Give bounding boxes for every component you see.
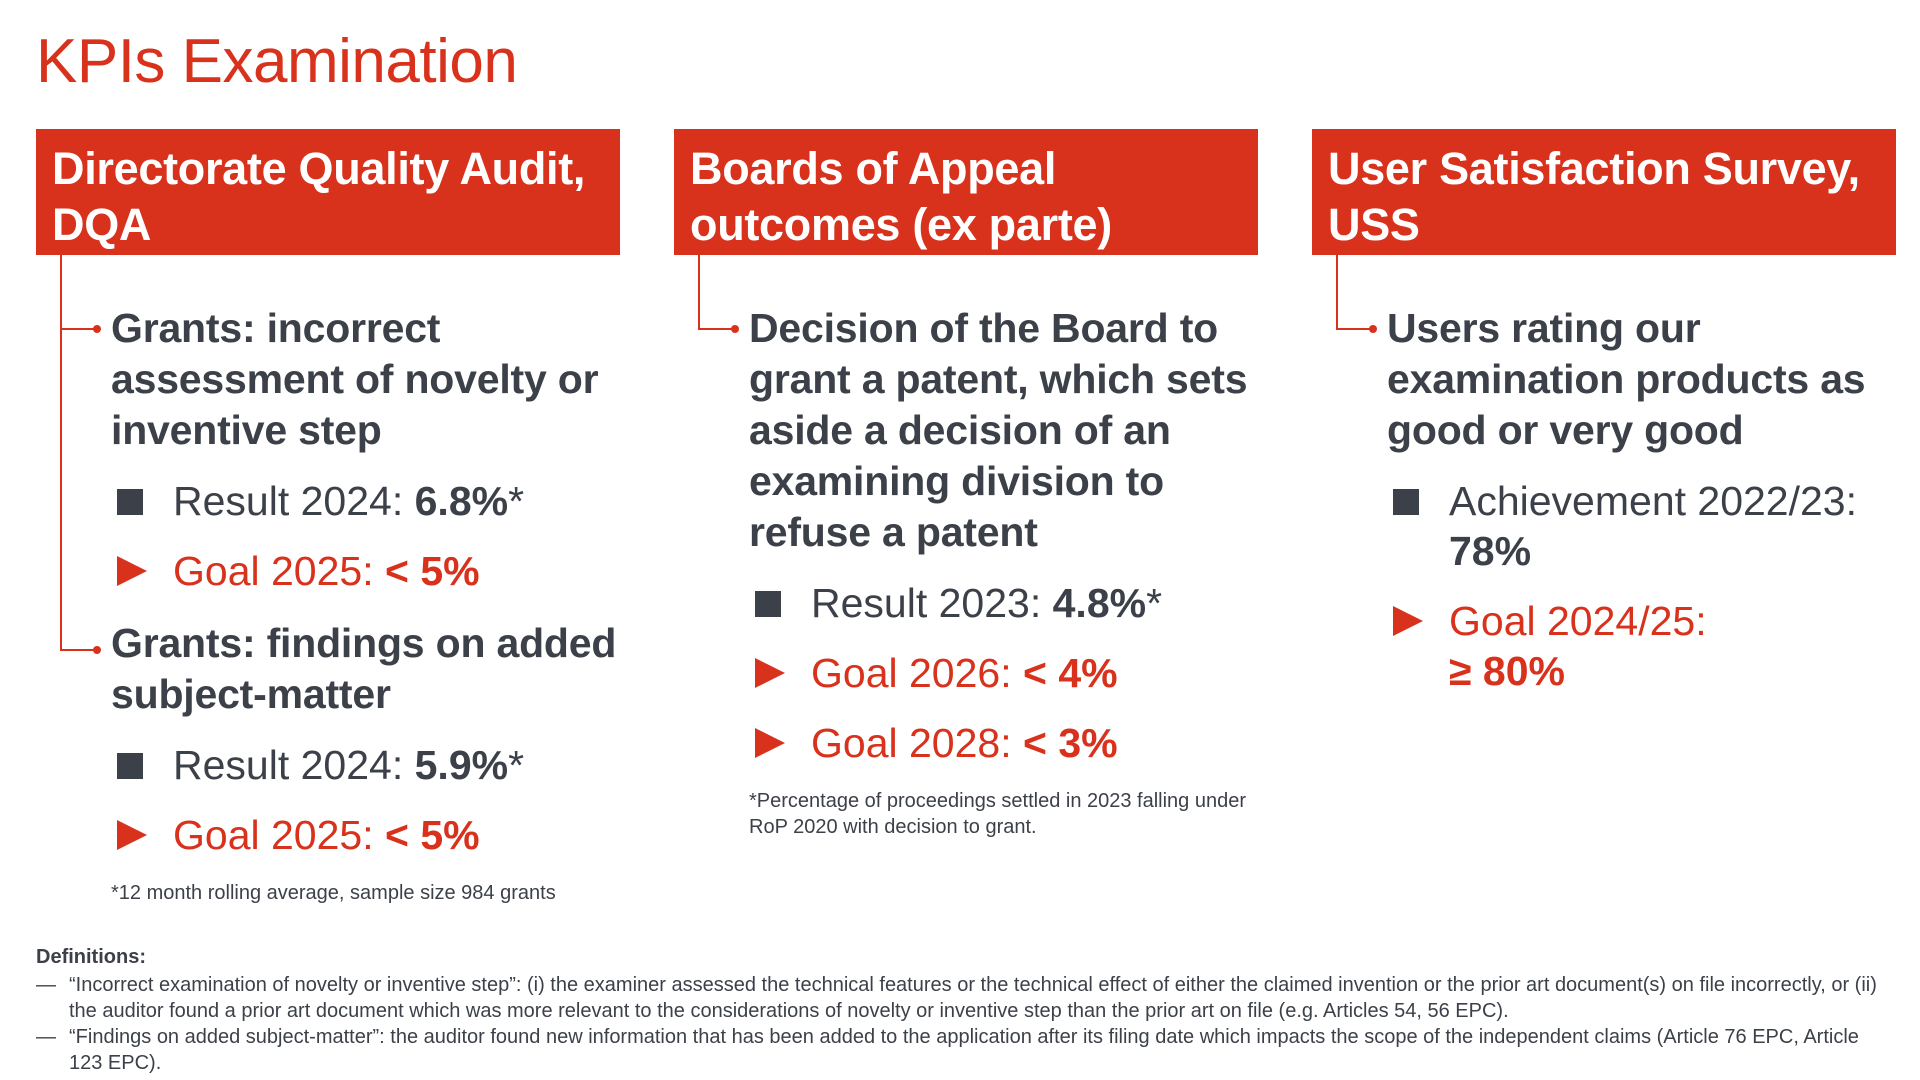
boa-connector-dot — [731, 325, 739, 333]
goal-value: < 3% — [1023, 720, 1118, 766]
result-mark: * — [508, 742, 524, 788]
dqa-connector-line — [60, 255, 62, 651]
boa-connector-elbow — [698, 328, 734, 330]
dqa-connector-elbow-2 — [60, 649, 96, 651]
dqa-kpi-2-text: Grants: findings on added subject-matter — [111, 618, 620, 720]
dqa-connector-dot-2 — [93, 646, 101, 654]
result-value: 4.8% — [1053, 580, 1146, 626]
uss-kpi-text: Users rating our examination products as… — [1387, 303, 1896, 456]
goal-value: < 4% — [1023, 650, 1118, 696]
goal-label: Goal 2025: — [173, 548, 374, 594]
definition-item: — “Findings on added subject-matter”: th… — [36, 1024, 1896, 1076]
square-bullet-icon — [117, 489, 143, 515]
dqa-kpi-1-goal: Goal 2025: < 5% — [111, 546, 620, 596]
goal-value: < 5% — [385, 548, 480, 594]
boa-kpi-goal-2: Goal 2028: < 3% — [749, 718, 1258, 768]
page-title: KPIs Examination — [36, 26, 517, 97]
triangle-bullet-icon — [1393, 606, 1423, 636]
boa-connector-line — [698, 255, 700, 330]
definition-text: “Findings on added subject-matter”: the … — [69, 1026, 1859, 1074]
uss-kpi-result: Achievement 2022/23: 78% — [1387, 476, 1896, 576]
dqa-column: Directorate Quality Audit, DQA Grants: i… — [36, 129, 620, 906]
uss-connector-line — [1336, 255, 1338, 330]
triangle-bullet-icon — [755, 658, 785, 688]
triangle-bullet-icon — [117, 820, 147, 850]
goal-label: Goal 2025: — [173, 812, 374, 858]
dqa-body: Grants: incorrect assessment of novelty … — [36, 255, 620, 906]
boa-header: Boards of Appeal outcomes (ex parte) — [674, 129, 1258, 255]
square-bullet-icon — [117, 753, 143, 779]
uss-header: User Satisfaction Survey, USS — [1312, 129, 1896, 255]
dqa-kpi-1-result: Result 2024: 6.8%* — [111, 476, 620, 526]
boa-kpi-goal-1: Goal 2026: < 4% — [749, 648, 1258, 698]
result-label: Result 2023: — [811, 580, 1041, 626]
result-label: Result 2024: — [173, 742, 403, 788]
result-value: 5.9% — [415, 742, 508, 788]
uss-connector-dot — [1369, 325, 1377, 333]
dqa-connector-elbow-1 — [60, 328, 96, 330]
dqa-header: Directorate Quality Audit, DQA — [36, 129, 620, 255]
goal-label: Goal 2024/25: — [1449, 598, 1707, 644]
goal-value: ≥ 80% — [1449, 648, 1565, 694]
result-value: 78% — [1449, 528, 1531, 574]
em-dash-bullet: — — [36, 1024, 56, 1050]
square-bullet-icon — [755, 591, 781, 617]
uss-connector-elbow — [1336, 328, 1372, 330]
definition-text: “Incorrect examination of novelty or inv… — [69, 974, 1877, 1022]
triangle-bullet-icon — [755, 728, 785, 758]
uss-column: User Satisfaction Survey, USS Users rati… — [1312, 129, 1896, 696]
boa-kpi-result: Result 2023: 4.8%* — [749, 578, 1258, 628]
dqa-kpi-2-result: Result 2024: 5.9%* — [111, 740, 620, 790]
goal-value: < 5% — [385, 812, 480, 858]
definitions: Definitions: — “Incorrect examination of… — [36, 944, 1896, 1076]
result-label: Achievement 2022/23: — [1449, 478, 1857, 524]
dqa-kpi-1-text: Grants: incorrect assessment of novelty … — [111, 303, 620, 456]
uss-kpi-goal: Goal 2024/25: ≥ 80% — [1387, 596, 1896, 696]
result-label: Result 2024: — [173, 478, 403, 524]
boa-column: Boards of Appeal outcomes (ex parte) Dec… — [674, 129, 1258, 840]
square-bullet-icon — [1393, 489, 1419, 515]
dqa-footnote: *12 month rolling average, sample size 9… — [111, 880, 620, 906]
boa-footnote: *Percentage of proceedings settled in 20… — [749, 788, 1259, 840]
definitions-title: Definitions: — [36, 944, 1896, 970]
uss-body: Users rating our examination products as… — [1312, 255, 1896, 696]
dqa-connector-dot-1 — [93, 325, 101, 333]
goal-label: Goal 2026: — [811, 650, 1012, 696]
result-mark: * — [508, 478, 524, 524]
goal-label: Goal 2028: — [811, 720, 1012, 766]
result-mark: * — [1146, 580, 1162, 626]
em-dash-bullet: — — [36, 972, 56, 998]
definition-item: — “Incorrect examination of novelty or i… — [36, 972, 1896, 1024]
boa-kpi-text: Decision of the Board to grant a patent,… — [749, 303, 1258, 558]
result-value: 6.8% — [415, 478, 508, 524]
dqa-kpi-2-goal: Goal 2025: < 5% — [111, 810, 620, 860]
triangle-bullet-icon — [117, 556, 147, 586]
boa-body: Decision of the Board to grant a patent,… — [674, 255, 1258, 840]
